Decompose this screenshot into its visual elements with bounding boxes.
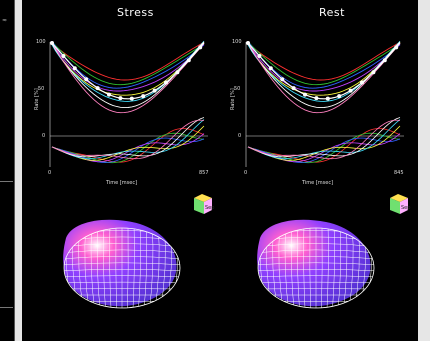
stress-cube-label: Sep xyxy=(205,205,214,211)
viewer-area: Stress 100 50 0 Rate [%] 0 Time [msec] 8… xyxy=(22,0,418,341)
stress-y-tick-50: 50 xyxy=(38,86,45,92)
rest-ventricle-model[interactable] xyxy=(254,218,378,315)
stress-title: Stress xyxy=(117,6,154,19)
stress-x-axis-label: Time [msec] xyxy=(106,180,138,186)
rest-x-max: 845 xyxy=(394,170,404,176)
rest-y-tick-50: 50 xyxy=(234,86,241,92)
panel-divider xyxy=(0,181,13,182)
left-side-panel: ≈ xyxy=(0,0,15,341)
rest-x-min: 0 xyxy=(244,170,248,176)
rest-x-axis-label: Time [msec] xyxy=(302,180,334,186)
rest-y-tick-100: 100 xyxy=(232,39,242,45)
rest-title: Rest xyxy=(319,6,345,19)
stress-x-min: 0 xyxy=(48,170,52,176)
stress-y-tick-0: 0 xyxy=(42,133,46,139)
stress-y-tick-100: 100 xyxy=(36,39,46,45)
plots-canvas: Sep Sep xyxy=(49,40,410,315)
rest-orientation-cube[interactable]: Sep xyxy=(390,194,410,214)
stress-curves xyxy=(50,40,205,164)
rest-curves xyxy=(246,40,401,164)
stress-orientation-cube[interactable]: Sep xyxy=(194,194,214,214)
panel-divider xyxy=(0,307,13,308)
stress-x-max: 857 xyxy=(199,170,209,176)
stress-ventricle-model[interactable] xyxy=(60,218,184,315)
panel-glyph: ≈ xyxy=(2,17,8,24)
rest-cube-label: Sep xyxy=(401,205,410,211)
rest-y-tick-0: 0 xyxy=(238,133,242,139)
